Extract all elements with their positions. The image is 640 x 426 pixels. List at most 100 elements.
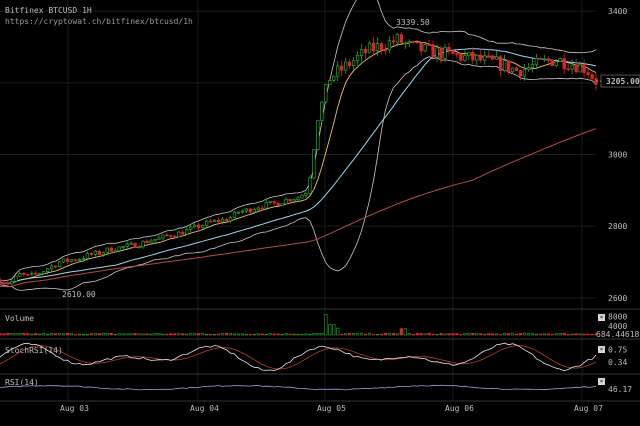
volume-bar (157, 333, 161, 336)
candle-body (312, 149, 316, 179)
volume-bar (475, 333, 479, 336)
volume-bar (455, 333, 459, 336)
volume-bar (133, 333, 137, 336)
volume-bar (101, 332, 105, 336)
volume-bar (340, 333, 344, 336)
volume-bar (177, 332, 181, 336)
x-tick-label: Aug 07 (574, 404, 603, 413)
volume-bar (280, 334, 284, 336)
candle-body (530, 64, 535, 68)
volume-bar (50, 332, 54, 336)
volume-bar (121, 333, 125, 336)
candle-body (455, 53, 459, 56)
candle-body (200, 224, 205, 228)
volume-close-icon[interactable]: × (598, 314, 605, 321)
candle-body (443, 46, 447, 59)
bollinger-lower-line (0, 56, 597, 291)
candle-body (566, 68, 570, 71)
rsi-lines (0, 384, 597, 391)
volume-bar (117, 333, 121, 336)
candle-body (105, 247, 109, 253)
volume-bar (451, 333, 455, 336)
candle-body (526, 67, 531, 70)
volume-bar (272, 333, 276, 336)
volume-bar (46, 333, 50, 336)
candle-body (284, 199, 288, 205)
candle-body (340, 65, 344, 71)
volume-bar (355, 333, 360, 336)
candle-body (463, 55, 467, 61)
candle-body (344, 61, 348, 71)
volume-bar (506, 333, 511, 336)
volume-bar (10, 333, 14, 336)
volume-bar (415, 333, 419, 336)
candle-body (34, 272, 38, 275)
volume-bar (244, 333, 248, 336)
candle-body (61, 258, 66, 263)
volume-bar (399, 328, 403, 336)
volume-bar (411, 333, 415, 336)
volume-bar (407, 333, 411, 336)
candle-body (77, 259, 82, 261)
candle-body (475, 54, 479, 61)
volume-bar (590, 334, 594, 336)
volume-bar (479, 333, 483, 336)
ma-mid-line (0, 48, 597, 284)
candle-body (38, 273, 42, 275)
candle-body (97, 250, 101, 255)
volume-bar (383, 332, 388, 336)
stochrsi-d-line (0, 345, 597, 370)
candle-body (403, 42, 407, 45)
volume-bar (503, 332, 507, 336)
candle-body (185, 229, 189, 235)
candle-body (141, 240, 145, 248)
candle-body (50, 265, 54, 270)
volume-bar (57, 333, 62, 336)
candle-body (502, 60, 507, 71)
candle-body (379, 43, 384, 51)
volume-bar (6, 332, 10, 336)
bollinger-upper-line (0, 0, 597, 281)
volume-bar (212, 333, 217, 336)
stochrsi-lines (0, 342, 597, 372)
volume-bar (189, 333, 193, 336)
candle-body (328, 80, 332, 85)
x-tick-label: Aug 04 (190, 404, 219, 413)
candle-body (189, 226, 193, 230)
volume-bar (439, 333, 443, 336)
ma-slow-line (0, 128, 597, 288)
volume-bar (18, 333, 22, 336)
candle-body (578, 63, 582, 73)
candle-body (73, 259, 78, 262)
candle-body (431, 44, 435, 58)
volume-bar (105, 332, 109, 336)
candle-body (495, 56, 499, 60)
candle-body (169, 235, 173, 237)
volume-bar (34, 333, 38, 336)
volume-bar (125, 333, 129, 336)
candle-body (228, 217, 233, 222)
volume-bar (518, 333, 523, 336)
volume-bar (348, 333, 352, 336)
chart-source-url[interactable]: https://cryptowat.ch/bitfinex/btcusd/1h (5, 17, 193, 26)
volume-bar (181, 333, 185, 336)
candle-body (197, 224, 201, 228)
volume-bar (61, 333, 66, 336)
volume-bar (578, 333, 582, 336)
candle-body (272, 201, 276, 204)
candle-body (391, 40, 396, 43)
volume-title: Volume (5, 314, 34, 323)
candle-body (375, 43, 380, 52)
volume-bar (300, 333, 304, 336)
candle-body (89, 253, 94, 255)
stochrsi-close-icon[interactable]: × (598, 346, 605, 353)
volume-bar (85, 334, 90, 336)
rsi-title: RSI(14) (5, 378, 39, 387)
candle-body (212, 219, 217, 222)
candle-body (256, 207, 260, 210)
volume-bar (419, 333, 423, 336)
candle-body (367, 42, 372, 54)
rsi-close-icon[interactable]: × (598, 378, 605, 385)
volume-bar (284, 332, 288, 336)
